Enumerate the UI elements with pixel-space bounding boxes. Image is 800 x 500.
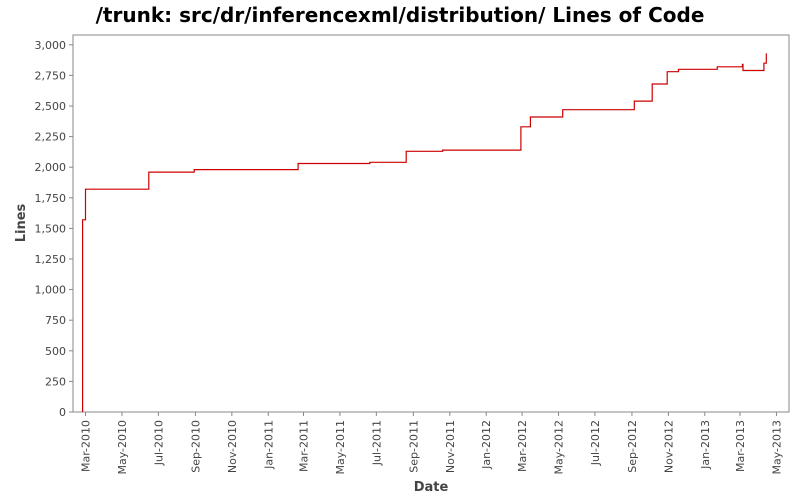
x-tick-label: Jul-2012 [589,420,602,466]
x-tick-label: Nov-2012 [662,420,675,473]
y-axis: 0 250 500 750 1,000 1,250 1,500 1,750 2,000 2,250… [35,39,73,419]
y-tick-label: 2,250 [35,131,67,144]
y-tick-label: 1,000 [35,284,67,297]
series-layer [82,53,767,412]
x-tick-label: Nov-2010 [226,420,239,473]
x-tick-label: Nov-2011 [444,420,457,473]
y-tick-label: 0 [59,406,66,419]
y-tick-label: 2,750 [35,69,67,82]
x-tick-label: Sep-2011 [407,420,420,473]
plot-area [72,34,790,413]
x-axis: Mar-2010 May-2010 Jul-2010 Sep-2010 Nov-2010… [80,412,783,475]
x-tick-label: Jul-2011 [370,420,383,466]
y-tick-label: 3,000 [35,39,67,52]
x-tick-label: Jan-2012 [480,420,493,470]
y-axis-label: Lines [14,203,29,242]
y-tick-label: 1,250 [35,253,67,266]
x-tick-label: Mar-2012 [516,420,529,472]
x-tick-label: Mar-2013 [734,420,747,472]
x-tick-label: Sep-2012 [626,420,639,473]
y-tick-label: 1,750 [35,192,67,205]
y-tick-label: 250 [45,375,66,388]
y-tick-label: 500 [45,345,66,358]
x-tick-label: May-2010 [116,420,129,475]
x-tick-label: May-2012 [552,420,565,475]
x-axis-label: Date [414,480,449,495]
y-tick-label: 2,500 [35,100,67,113]
series-line [82,53,767,412]
x-tick-label: Mar-2011 [298,420,311,472]
x-tick-label: Jan-2013 [699,420,712,470]
y-tick-label: 1,500 [35,222,67,235]
y-tick-label: 750 [45,314,66,327]
y-tick-label: 2,000 [35,161,67,174]
x-tick-label: May-2011 [334,420,347,475]
x-tick-label: Sep-2010 [189,420,202,473]
x-tick-label: Jul-2010 [152,420,165,466]
x-tick-label: Jan-2011 [262,420,275,470]
x-tick-label: May-2013 [770,420,783,475]
x-tick-label: Mar-2010 [80,420,93,472]
chart-title: /trunk: src/dr/inferencexml/distribution… [95,3,705,27]
